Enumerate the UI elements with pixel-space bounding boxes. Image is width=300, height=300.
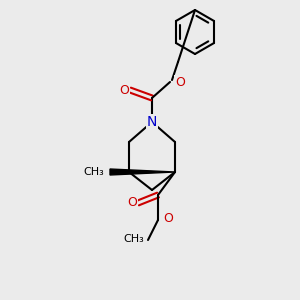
Text: CH₃: CH₃ (83, 167, 104, 177)
Text: N: N (147, 115, 157, 129)
Text: O: O (175, 76, 185, 88)
Text: O: O (127, 196, 137, 209)
Text: O: O (163, 212, 173, 224)
Polygon shape (110, 169, 175, 175)
Text: CH₃: CH₃ (123, 234, 144, 244)
Text: O: O (119, 83, 129, 97)
